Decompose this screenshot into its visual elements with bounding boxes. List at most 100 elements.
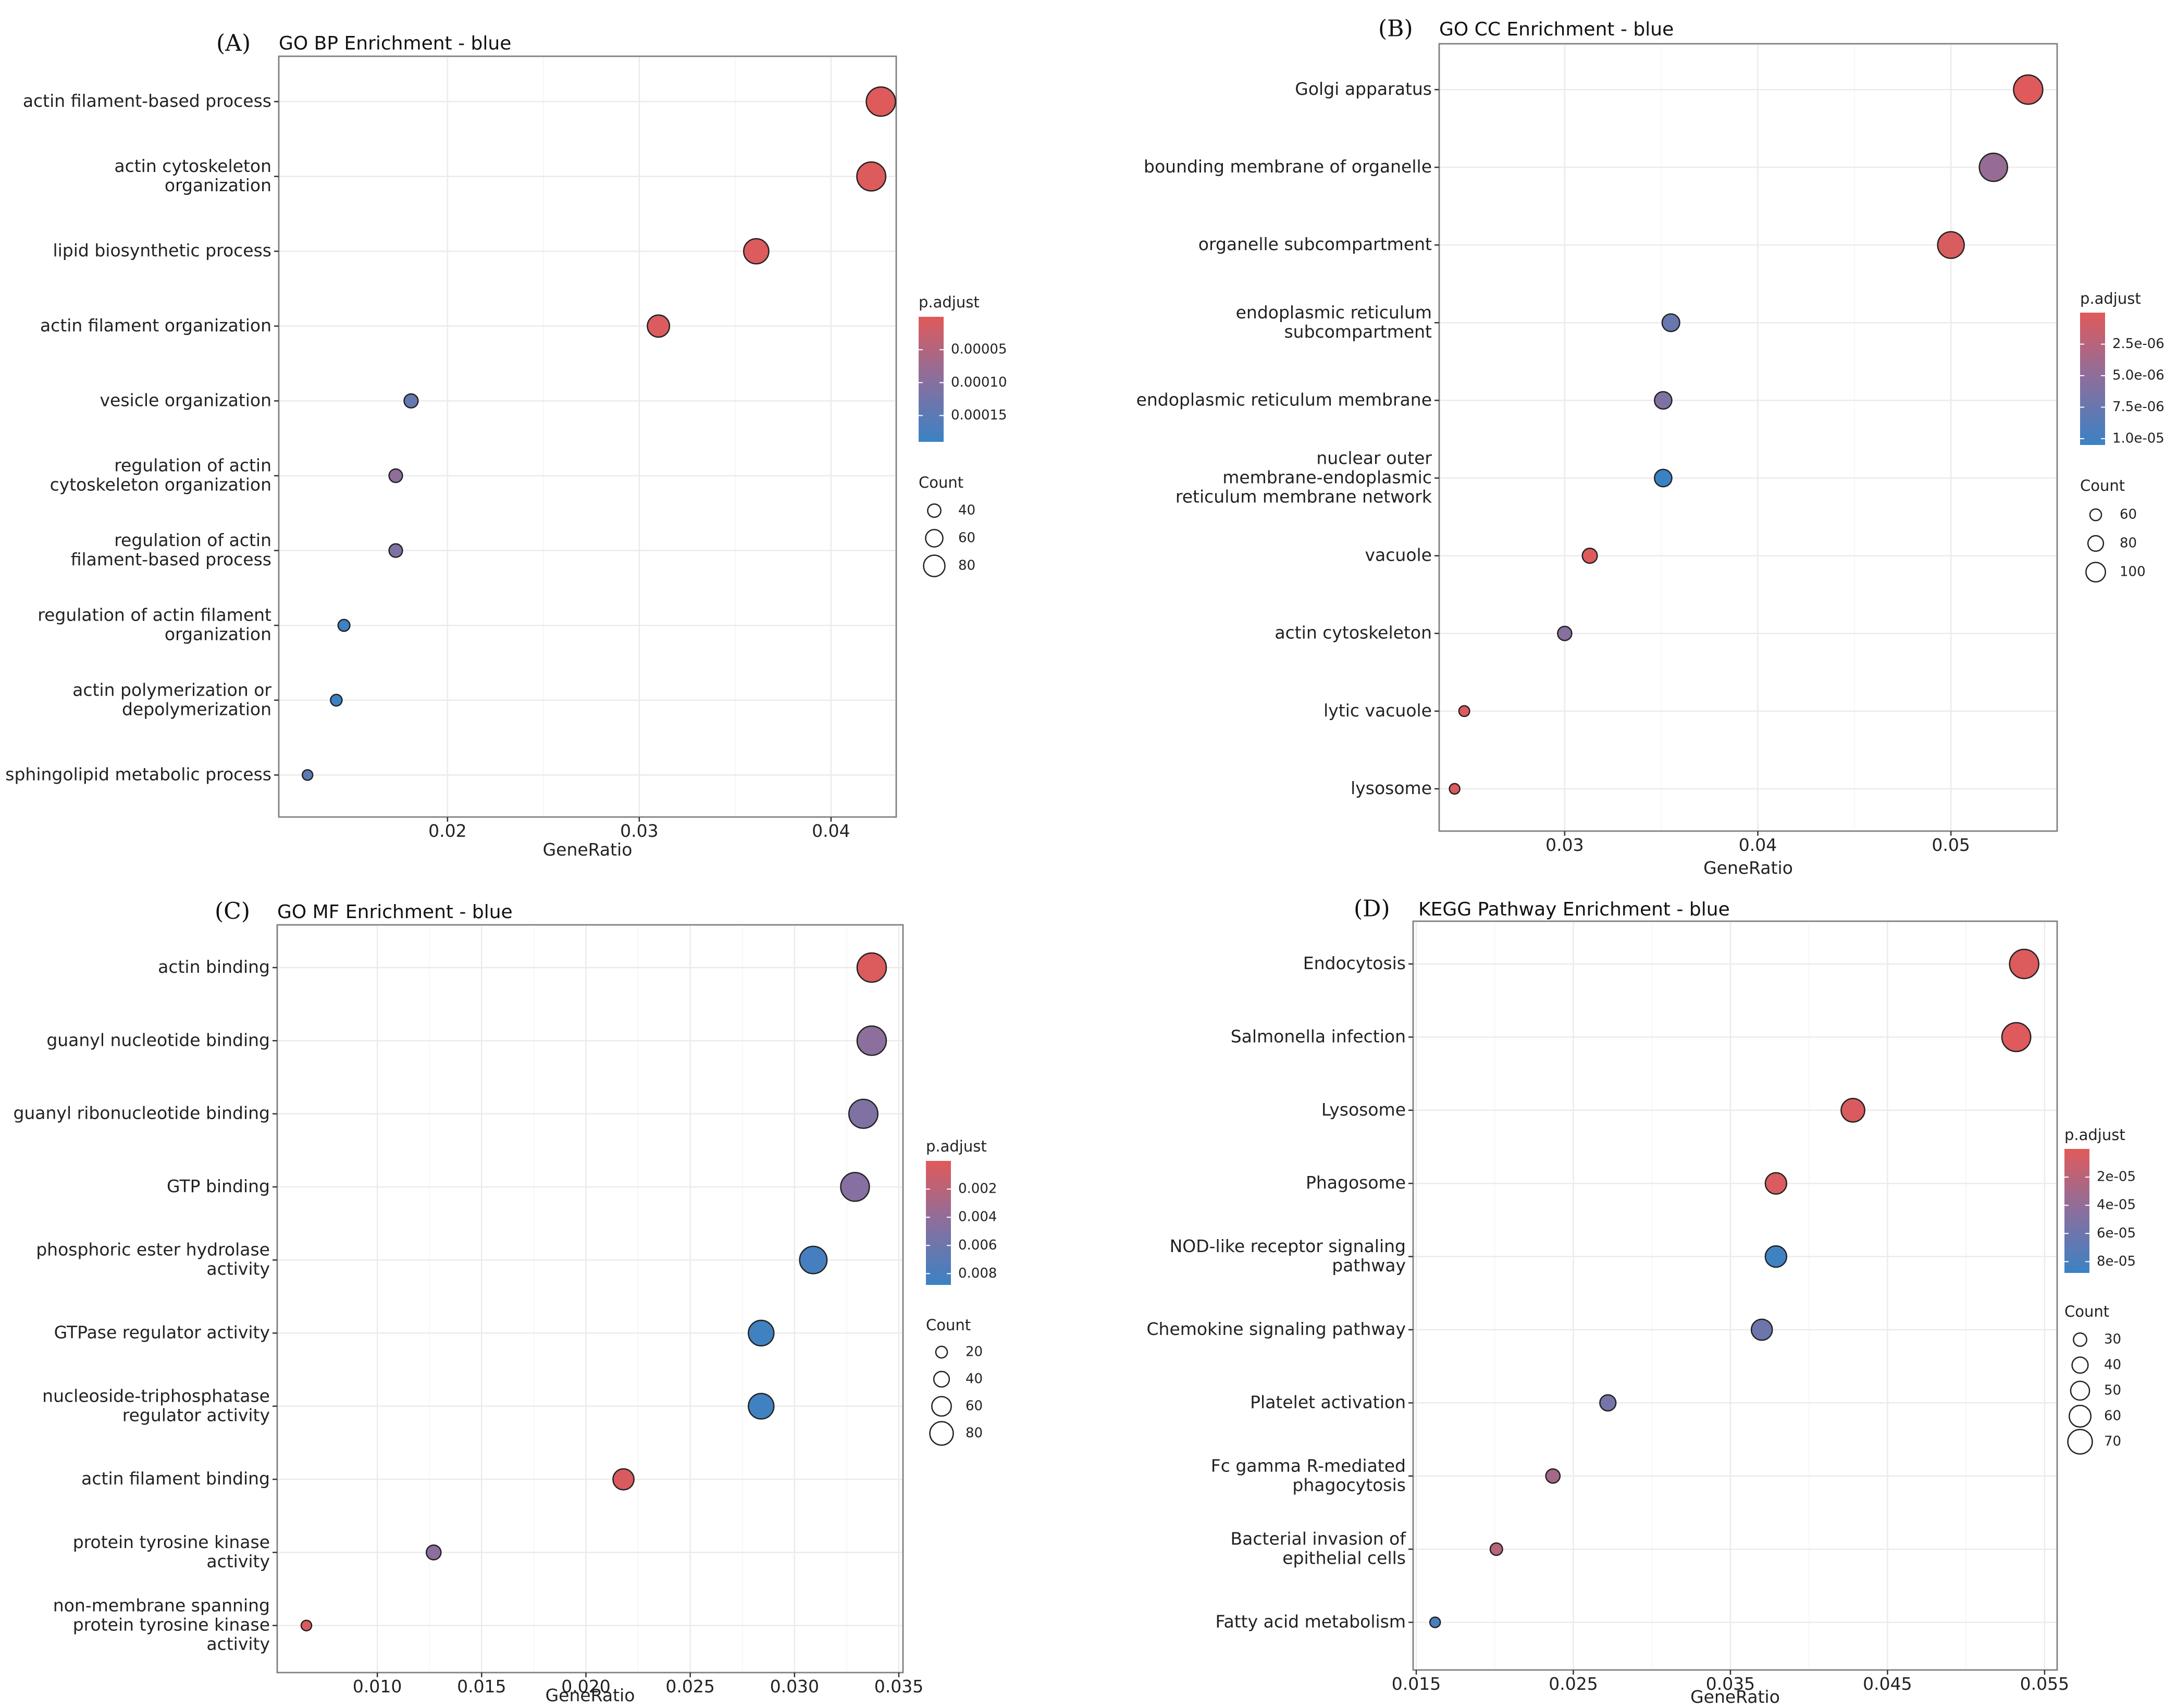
x-axis-label: GeneRatio — [546, 1685, 635, 1705]
gridlines — [279, 56, 896, 817]
category-label: Bacterial invasion of epithelial cells — [1231, 1528, 1407, 1568]
category-label: Endocytosis — [1303, 953, 1406, 973]
x-tick-label: 0.04 — [812, 821, 850, 841]
data-point — [388, 468, 403, 484]
y-axis: Golgi apparatus bounding membrane of orga… — [1136, 79, 1439, 798]
size-legend-label: 40 — [966, 1371, 983, 1387]
category-label: sphingolipid metabolic process — [5, 764, 271, 784]
category-label-line: pathway — [1332, 1255, 1406, 1276]
category-label-line: nuclear outer — [1316, 448, 1432, 468]
category-label-line: non-membrane spanning — [53, 1595, 270, 1615]
category-label: regulation of actin cytoskeleton organiza… — [50, 455, 271, 494]
category-label-line: lipid biosynthetic process — [53, 240, 271, 261]
color-legend-title: p.adjust — [2080, 290, 2141, 307]
x-tick-label: 0.025 — [665, 1676, 714, 1697]
category-label-line: regulation of actin — [114, 455, 271, 475]
size-legend-label: 60 — [966, 1398, 983, 1414]
color-legend-title: p.adjust — [2064, 1126, 2125, 1144]
data-point — [425, 1544, 442, 1561]
color-bar-label: 0.00010 — [951, 375, 1007, 390]
color-bar-label: 1.0e-05 — [2112, 430, 2164, 446]
x-tick-label: 0.015 — [1392, 1674, 1441, 1694]
size-legend-key — [931, 1396, 952, 1417]
category-label-line: Platelet activation — [1250, 1392, 1406, 1412]
plot-frame — [1412, 920, 2058, 1671]
category-label-line: guanyl ribonucleotide binding — [13, 1103, 270, 1123]
data-point — [1764, 1172, 1788, 1195]
category-label: regulation of actin filament organization — [38, 604, 271, 644]
data-point — [2013, 74, 2044, 105]
data-point — [1750, 1318, 1773, 1341]
category-label-line: GTP binding — [167, 1175, 270, 1196]
category-label-line: actin cytoskeleton — [114, 156, 271, 176]
category-label: vacuole — [1365, 544, 1432, 565]
category-label-line: organization — [165, 624, 271, 644]
category-label-line: epithelial cells — [1282, 1548, 1406, 1568]
data-point — [337, 618, 351, 632]
data-point — [1661, 313, 1680, 332]
color-legend-title: p.adjust — [919, 293, 980, 311]
category-label: nucleoside-triphosphatase regulator activ… — [42, 1385, 270, 1425]
category-label-line: organelle subcompartment — [1198, 234, 1432, 254]
category-label: Fc gamma R-mediated phagocytosis — [1211, 1455, 1406, 1495]
category-label-line: Fatty acid metabolism — [1216, 1611, 1406, 1631]
category-label-line: actin binding — [158, 957, 270, 977]
x-tick-label: 0.03 — [620, 821, 658, 841]
category-label: Lysosome — [1321, 1099, 1406, 1119]
size-legend-title: Count — [2064, 1303, 2109, 1320]
color-bar — [926, 1161, 951, 1285]
data-point — [1545, 1468, 1561, 1484]
category-label-line: endoplasmic reticulum — [1236, 302, 1432, 322]
category-label-line: phosphoric ester hydrolase — [36, 1239, 270, 1259]
size-legend-label: 40 — [2104, 1357, 2121, 1373]
category-label: Phagosome — [1306, 1172, 1406, 1193]
category-label: actin cytoskeleton — [1275, 622, 1432, 642]
category-label: Salmonella infection — [1231, 1026, 1406, 1046]
data-point — [856, 161, 887, 192]
category-label-line: actin polymerization or — [72, 679, 271, 700]
size-legend-title: Count — [2080, 477, 2125, 494]
category-label: actin filament binding — [81, 1468, 270, 1489]
category-label-line: vesicle organization — [100, 390, 271, 410]
plot-frame — [278, 55, 897, 818]
color-bar-label: 0.006 — [958, 1237, 997, 1253]
x-tick-label: 0.045 — [1863, 1674, 1912, 1694]
x-tick-label: 0.025 — [1549, 1674, 1598, 1694]
size-legend-label: 40 — [958, 503, 975, 518]
category-label-line: nucleoside-triphosphatase — [42, 1385, 270, 1406]
size-legend-key — [933, 1370, 950, 1388]
color-bar-label: 0.002 — [958, 1181, 997, 1197]
size-legend-key — [2067, 1429, 2093, 1455]
size-legend-label: 80 — [958, 558, 975, 574]
category-label-line: Chemokine signaling pathway — [1147, 1319, 1406, 1339]
category-label-line: actin filament-based process — [23, 91, 271, 111]
color-bar-label: 5.0e-06 — [2112, 367, 2164, 383]
category-label-line: activity — [206, 1258, 270, 1279]
color-legend: p.adjust 2.5e-06 5.0e-06 7.5e-06 1.0e-05 — [2080, 290, 2164, 446]
plot-border — [1412, 920, 2058, 1671]
data-point — [748, 1393, 775, 1420]
y-axis: actin binding guanyl nucleotide binding gu… — [13, 957, 277, 1654]
category-label-line: protein tyrosine kinase — [73, 1614, 270, 1635]
data-point — [848, 1098, 879, 1129]
data-point — [1764, 1245, 1788, 1268]
x-tick-label: 0.030 — [770, 1676, 819, 1697]
gridlines — [277, 925, 903, 1673]
category-label-line: regulation of actin filament — [38, 604, 271, 625]
color-bar-label: 2.5e-06 — [2112, 336, 2164, 352]
data-point — [799, 1245, 828, 1274]
data-point — [1654, 468, 1673, 488]
category-label-line: reticulum membrane network — [1176, 486, 1432, 506]
gridlines — [1413, 921, 2057, 1670]
category-label-line: actin filament organization — [40, 315, 271, 335]
category-label-line: guanyl nucleotide binding — [46, 1030, 270, 1050]
data-point — [856, 1025, 887, 1056]
panel-letter: (A) — [216, 30, 251, 57]
category-label-line: regulator activity — [122, 1405, 270, 1425]
x-tick-label: 0.035 — [1706, 1674, 1755, 1694]
x-axis-label: GeneRatio — [1703, 858, 1793, 878]
size-legend-title: Count — [919, 474, 963, 491]
size-legend-label: 30 — [2104, 1332, 2121, 1347]
color-bar-label: 0.00015 — [951, 407, 1007, 423]
category-label-line: Bacterial invasion of — [1231, 1528, 1407, 1549]
